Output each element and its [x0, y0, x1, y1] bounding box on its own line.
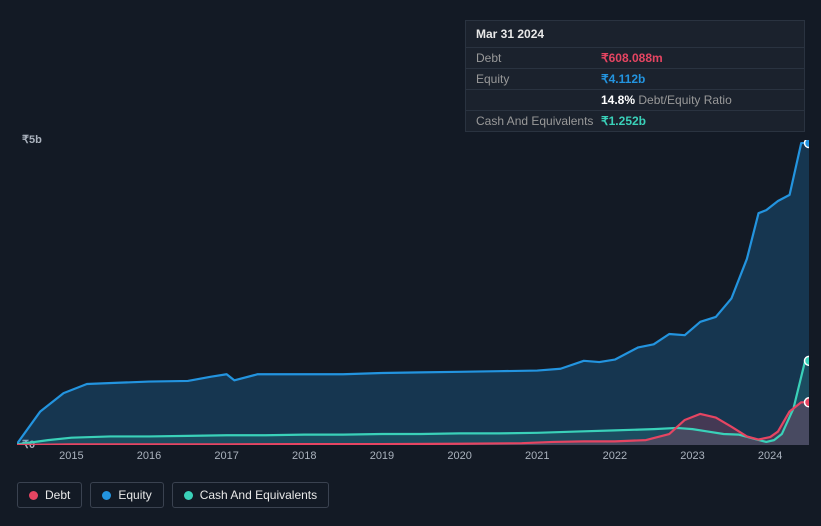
x-axis: 2015 2016 2017 2018 2019 2020 2021 2022 2023 2024: [17, 450, 809, 465]
x-axis-label: 2023: [680, 450, 704, 462]
legend-dot-equity: [102, 491, 111, 500]
tooltip-date: Mar 31 2024: [466, 21, 804, 48]
legend-dot-cash: [184, 491, 193, 500]
equity-area: [17, 143, 809, 445]
x-axis-label: 2020: [447, 450, 471, 462]
legend-debt[interactable]: Debt: [17, 482, 82, 508]
chart-area: [17, 140, 809, 445]
x-axis-label: 2017: [214, 450, 238, 462]
legend-cash[interactable]: Cash And Equivalents: [172, 482, 329, 508]
tooltip-row-value: ₹4.112b: [601, 72, 645, 86]
debt-end-marker: [805, 398, 810, 407]
tooltip-row-label: Cash And Equivalents: [476, 114, 601, 128]
tooltip-row: Equity₹4.112b: [466, 69, 804, 90]
x-axis-label: 2018: [292, 450, 316, 462]
data-tooltip: Mar 31 2024 Debt₹608.088mEquity₹4.112b14…: [465, 20, 805, 132]
tooltip-row-label: Equity: [476, 72, 601, 86]
tooltip-row: Cash And Equivalents₹1.252b: [466, 111, 804, 131]
x-axis-label: 2015: [59, 450, 83, 462]
tooltip-row: 14.8% Debt/Equity Ratio: [466, 90, 804, 111]
legend: Debt Equity Cash And Equivalents: [17, 482, 329, 508]
legend-label-cash: Cash And Equivalents: [200, 488, 317, 502]
x-axis-label: 2016: [137, 450, 161, 462]
legend-label-equity: Equity: [118, 488, 151, 502]
x-axis-label: 2022: [603, 450, 627, 462]
cash-end-marker: [805, 356, 810, 365]
tooltip-row-label: Debt: [476, 51, 601, 65]
legend-label-debt: Debt: [45, 488, 70, 502]
tooltip-row-value: ₹1.252b: [601, 114, 646, 128]
equity-end-marker: [805, 140, 810, 148]
x-axis-label: 2021: [525, 450, 549, 462]
tooltip-row-value: 14.8% Debt/Equity Ratio: [601, 93, 732, 107]
tooltip-row-label: [476, 93, 601, 107]
tooltip-row-value: ₹608.088m: [601, 51, 663, 65]
x-axis-label: 2019: [370, 450, 394, 462]
legend-dot-debt: [29, 491, 38, 500]
tooltip-row: Debt₹608.088m: [466, 48, 804, 69]
x-axis-label: 2024: [758, 450, 782, 462]
legend-equity[interactable]: Equity: [90, 482, 163, 508]
